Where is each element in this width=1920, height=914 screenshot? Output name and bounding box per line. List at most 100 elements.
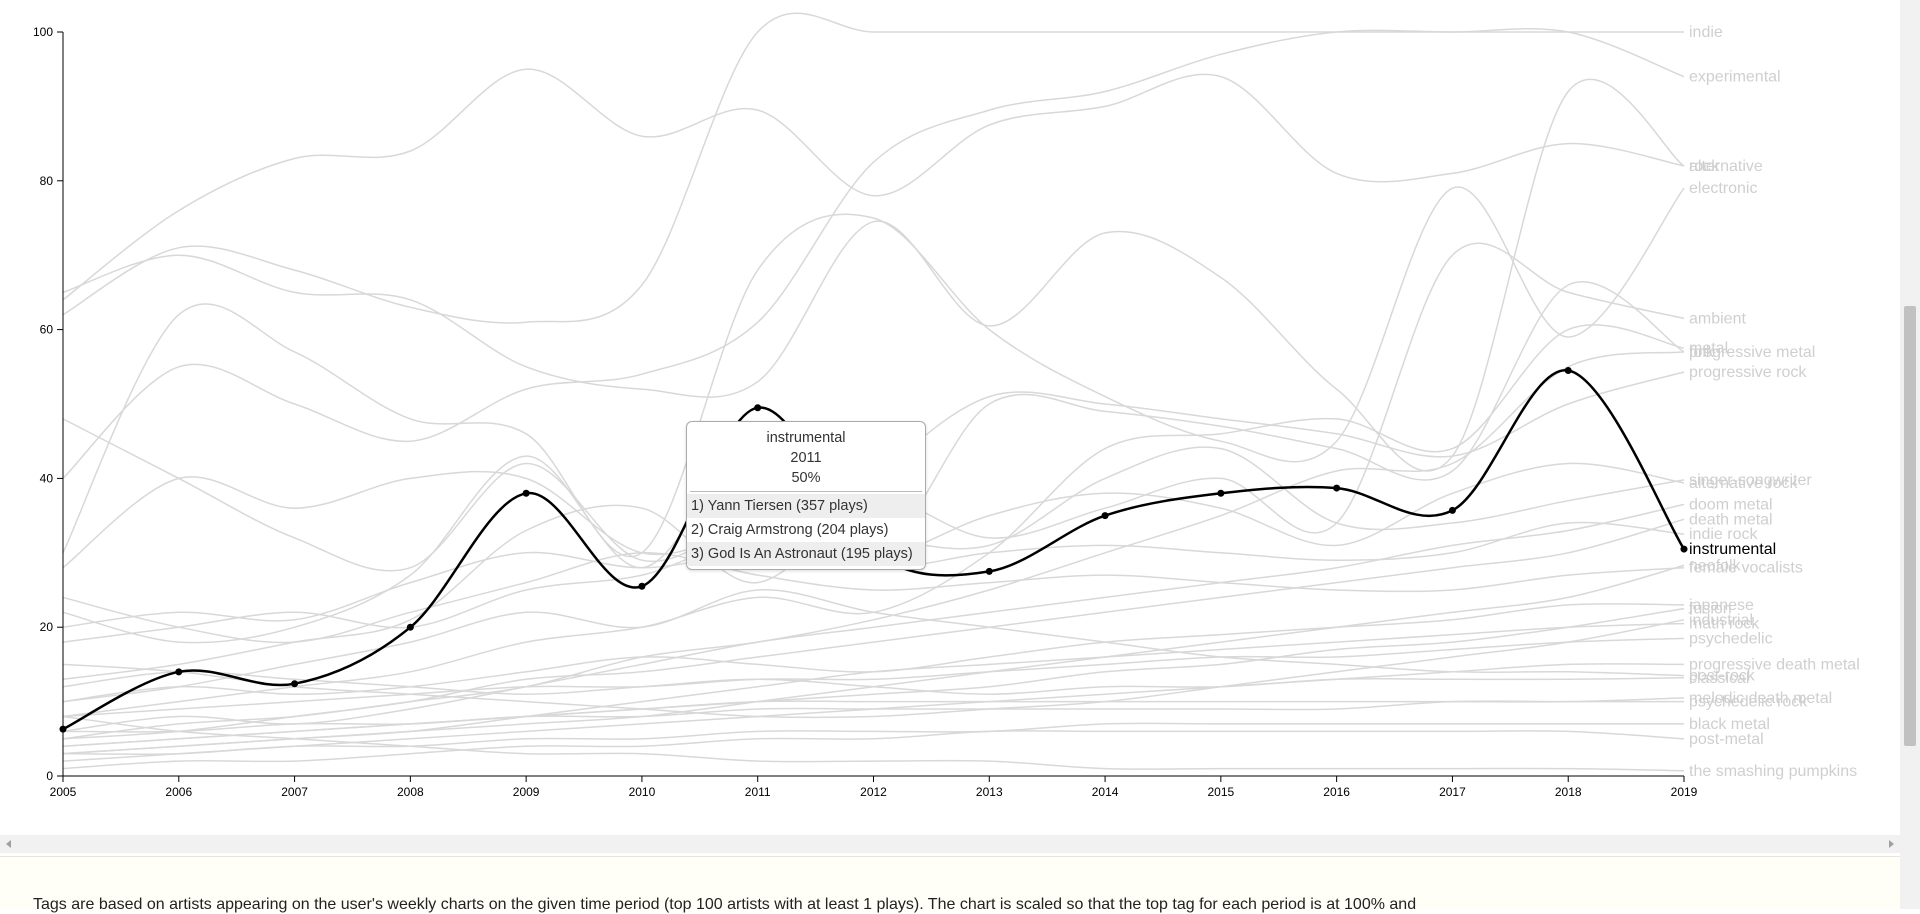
tooltip-year: 2011 [790,450,822,466]
series-line-industrial[interactable] [62,619,1685,719]
chart-tooltip: instrumental 2011 50% 1) Yann Tiersen (3… [686,421,926,570]
series-line-psychedelic-rock[interactable] [62,700,1684,733]
line-chart: 0 20 40 60 80 100 2005 2006 2007 2008 2009 2010 2011… [33,12,1860,799]
series-label-psychedelic-rock[interactable]: psychedelic rock [1689,694,1808,711]
x-tick-label: 2008 [397,785,424,799]
series-label-ambient[interactable]: ambient [1689,310,1746,327]
data-point[interactable] [1448,506,1456,514]
y-tick-label: 0 [46,769,53,783]
series-line-math-rock[interactable] [62,622,1685,755]
series-end-labels: instrumental rock indie alternative experime… [1688,24,1860,780]
series-label-post-metal[interactable]: post-metal [1689,731,1764,748]
series-label-experimental[interactable]: experimental [1689,69,1781,86]
series-line-rock[interactable] [62,68,1685,301]
x-tick-label: 2016 [1323,785,1350,799]
data-point[interactable] [985,567,993,575]
series-label-doom-metal[interactable]: doom metal [1689,496,1773,513]
chart-description-panel: Tags are based on artists appearing on t… [0,856,1900,913]
series-label-progressive-metal[interactable]: progressive metal [1689,344,1815,361]
series-line-alternative[interactable] [62,78,1685,472]
tag-chart: 0 20 40 60 80 100 2005 2006 2007 2008 2009 2010 2011… [33,12,1860,799]
series-label-neofolk[interactable]: neofolk [1689,557,1742,574]
series-line-psychedelic[interactable] [62,637,1685,718]
horizontal-scrollbar[interactable] [0,835,1900,853]
x-tick-label: 2007 [281,785,308,799]
series-label-death-metal[interactable]: death metal [1689,511,1773,528]
series-label-female-vocalists[interactable]: female vocalists [1689,560,1803,577]
series-label-black-metal[interactable]: black metal [1689,716,1770,733]
x-tick-label: 2009 [513,785,540,799]
series-line-death-metal[interactable] [62,518,1685,740]
x-tick-label: 2010 [629,785,656,799]
series-label-indie[interactable]: indie [1689,24,1723,41]
y-tick-label: 80 [40,174,54,188]
y-tick-label: 40 [40,471,54,485]
series-line-doom-metal[interactable] [62,503,1685,733]
series-label-alternative-rock[interactable]: alternative rock [1689,475,1798,492]
scroll-right-arrow-icon[interactable] [1889,840,1894,848]
series-label-metal[interactable]: metal [1689,340,1728,357]
series-label-math-rock[interactable]: math rock [1689,615,1760,632]
x-tick-label: 2014 [1092,785,1119,799]
tooltip-artist-3: 3) God Is An Astronaut (195 plays) [687,542,925,566]
series-label-fusion[interactable]: fusion [1689,601,1732,618]
series-line-experimental[interactable] [62,27,1685,479]
data-point[interactable] [1217,489,1225,497]
series-line-post-metal[interactable] [62,730,1685,770]
series-label-japanese[interactable]: japanese [1688,597,1754,614]
series-label-folk[interactable]: folk [1689,344,1715,361]
data-point[interactable] [1101,512,1109,520]
tooltip-artist-1: 1) Yann Tiersen (357 plays) [687,494,925,518]
scroll-left-arrow-icon[interactable] [6,840,11,848]
data-point[interactable] [754,404,762,412]
series-line-black-metal[interactable] [62,722,1684,755]
axes: 0 20 40 60 80 100 2005 2006 2007 2008 2009 2010 2011… [33,25,1698,799]
series-line-female-vocalists[interactable] [62,552,1685,644]
series-line-post-rock[interactable] [62,589,1685,703]
data-point[interactable] [522,489,530,497]
series-label-post-rock[interactable]: post-rock [1689,668,1756,685]
series-line-the-smashing-pumpkins[interactable] [62,715,1685,772]
x-tick-label: 2011 [745,785,771,799]
series-line-electronic[interactable] [62,186,1685,558]
vertical-scrollbar[interactable] [1900,0,1920,909]
series-label-progressive-death-metal[interactable]: progressive death metal [1689,656,1860,673]
series-label-indie-rock[interactable]: indie rock [1689,526,1758,543]
series-line-indie[interactable] [62,12,1684,324]
series-line-metal[interactable] [62,324,1685,718]
data-point[interactable] [638,582,646,590]
series-label-the-smashing-pumpkins[interactable]: the smashing pumpkins [1689,763,1857,780]
series-label-electronic[interactable]: electronic [1689,180,1757,197]
data-point[interactable] [1680,545,1688,553]
x-tick-label: 2018 [1555,785,1582,799]
series-label-instrumental[interactable]: instrumental [1689,541,1776,558]
data-point[interactable] [175,668,183,676]
series-line-melodic-death-metal[interactable] [62,697,1685,747]
tooltip-artist-2: 2) Craig Armstrong (204 plays) [691,522,889,538]
series-label-melodic-death-metal[interactable]: melodic death metal [1689,690,1832,707]
x-tick-label: 2005 [50,785,77,799]
series-line-neofolk[interactable] [62,564,1685,755]
data-point[interactable] [59,725,67,733]
series-label-psychedelic[interactable]: psychedelic [1689,630,1773,647]
data-point[interactable] [1564,367,1572,375]
series-label-alternative[interactable]: alternative [1689,158,1763,175]
series-label-singer-songwriter[interactable]: singer-songwriter [1689,472,1812,489]
series-line-fusion[interactable] [62,607,1685,747]
y-tick-label: 100 [33,25,53,39]
data-point[interactable] [1333,484,1341,492]
vertical-scrollbar-thumb[interactable] [1904,306,1916,746]
series-line-classical[interactable] [62,670,1685,695]
x-tick-label: 2019 [1671,785,1698,799]
tooltip-tag: instrumental [766,430,846,446]
series-label-progressive-rock[interactable]: progressive rock [1689,364,1807,381]
data-point[interactable] [406,623,414,631]
chart-description-text: Tags are based on artists appearing on t… [33,896,1417,913]
x-tick-label: 2017 [1439,785,1466,799]
data-point[interactable] [291,680,299,688]
series-label-classical[interactable]: classical [1689,670,1749,687]
tooltip-divider [690,491,922,492]
series-label-industrial[interactable]: industrial [1689,612,1753,629]
series-label-rock[interactable]: rock [1689,158,1720,175]
divider [0,853,1900,856]
